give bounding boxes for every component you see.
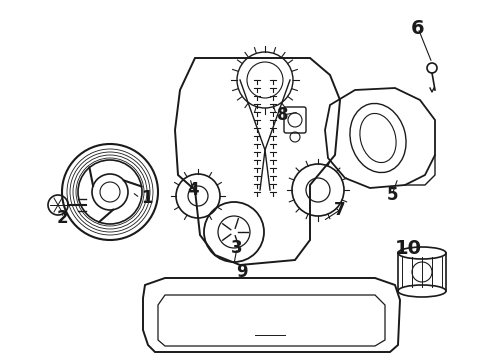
Text: 3: 3 [231,239,243,257]
Text: 1: 1 [141,189,153,207]
Text: 5: 5 [386,186,398,204]
Text: 4: 4 [187,181,199,199]
Text: 8: 8 [277,106,289,124]
Text: 2: 2 [56,209,68,227]
Text: 7: 7 [334,201,346,219]
Text: 10: 10 [394,238,421,257]
Text: 9: 9 [236,263,248,281]
Text: 6: 6 [411,18,425,37]
